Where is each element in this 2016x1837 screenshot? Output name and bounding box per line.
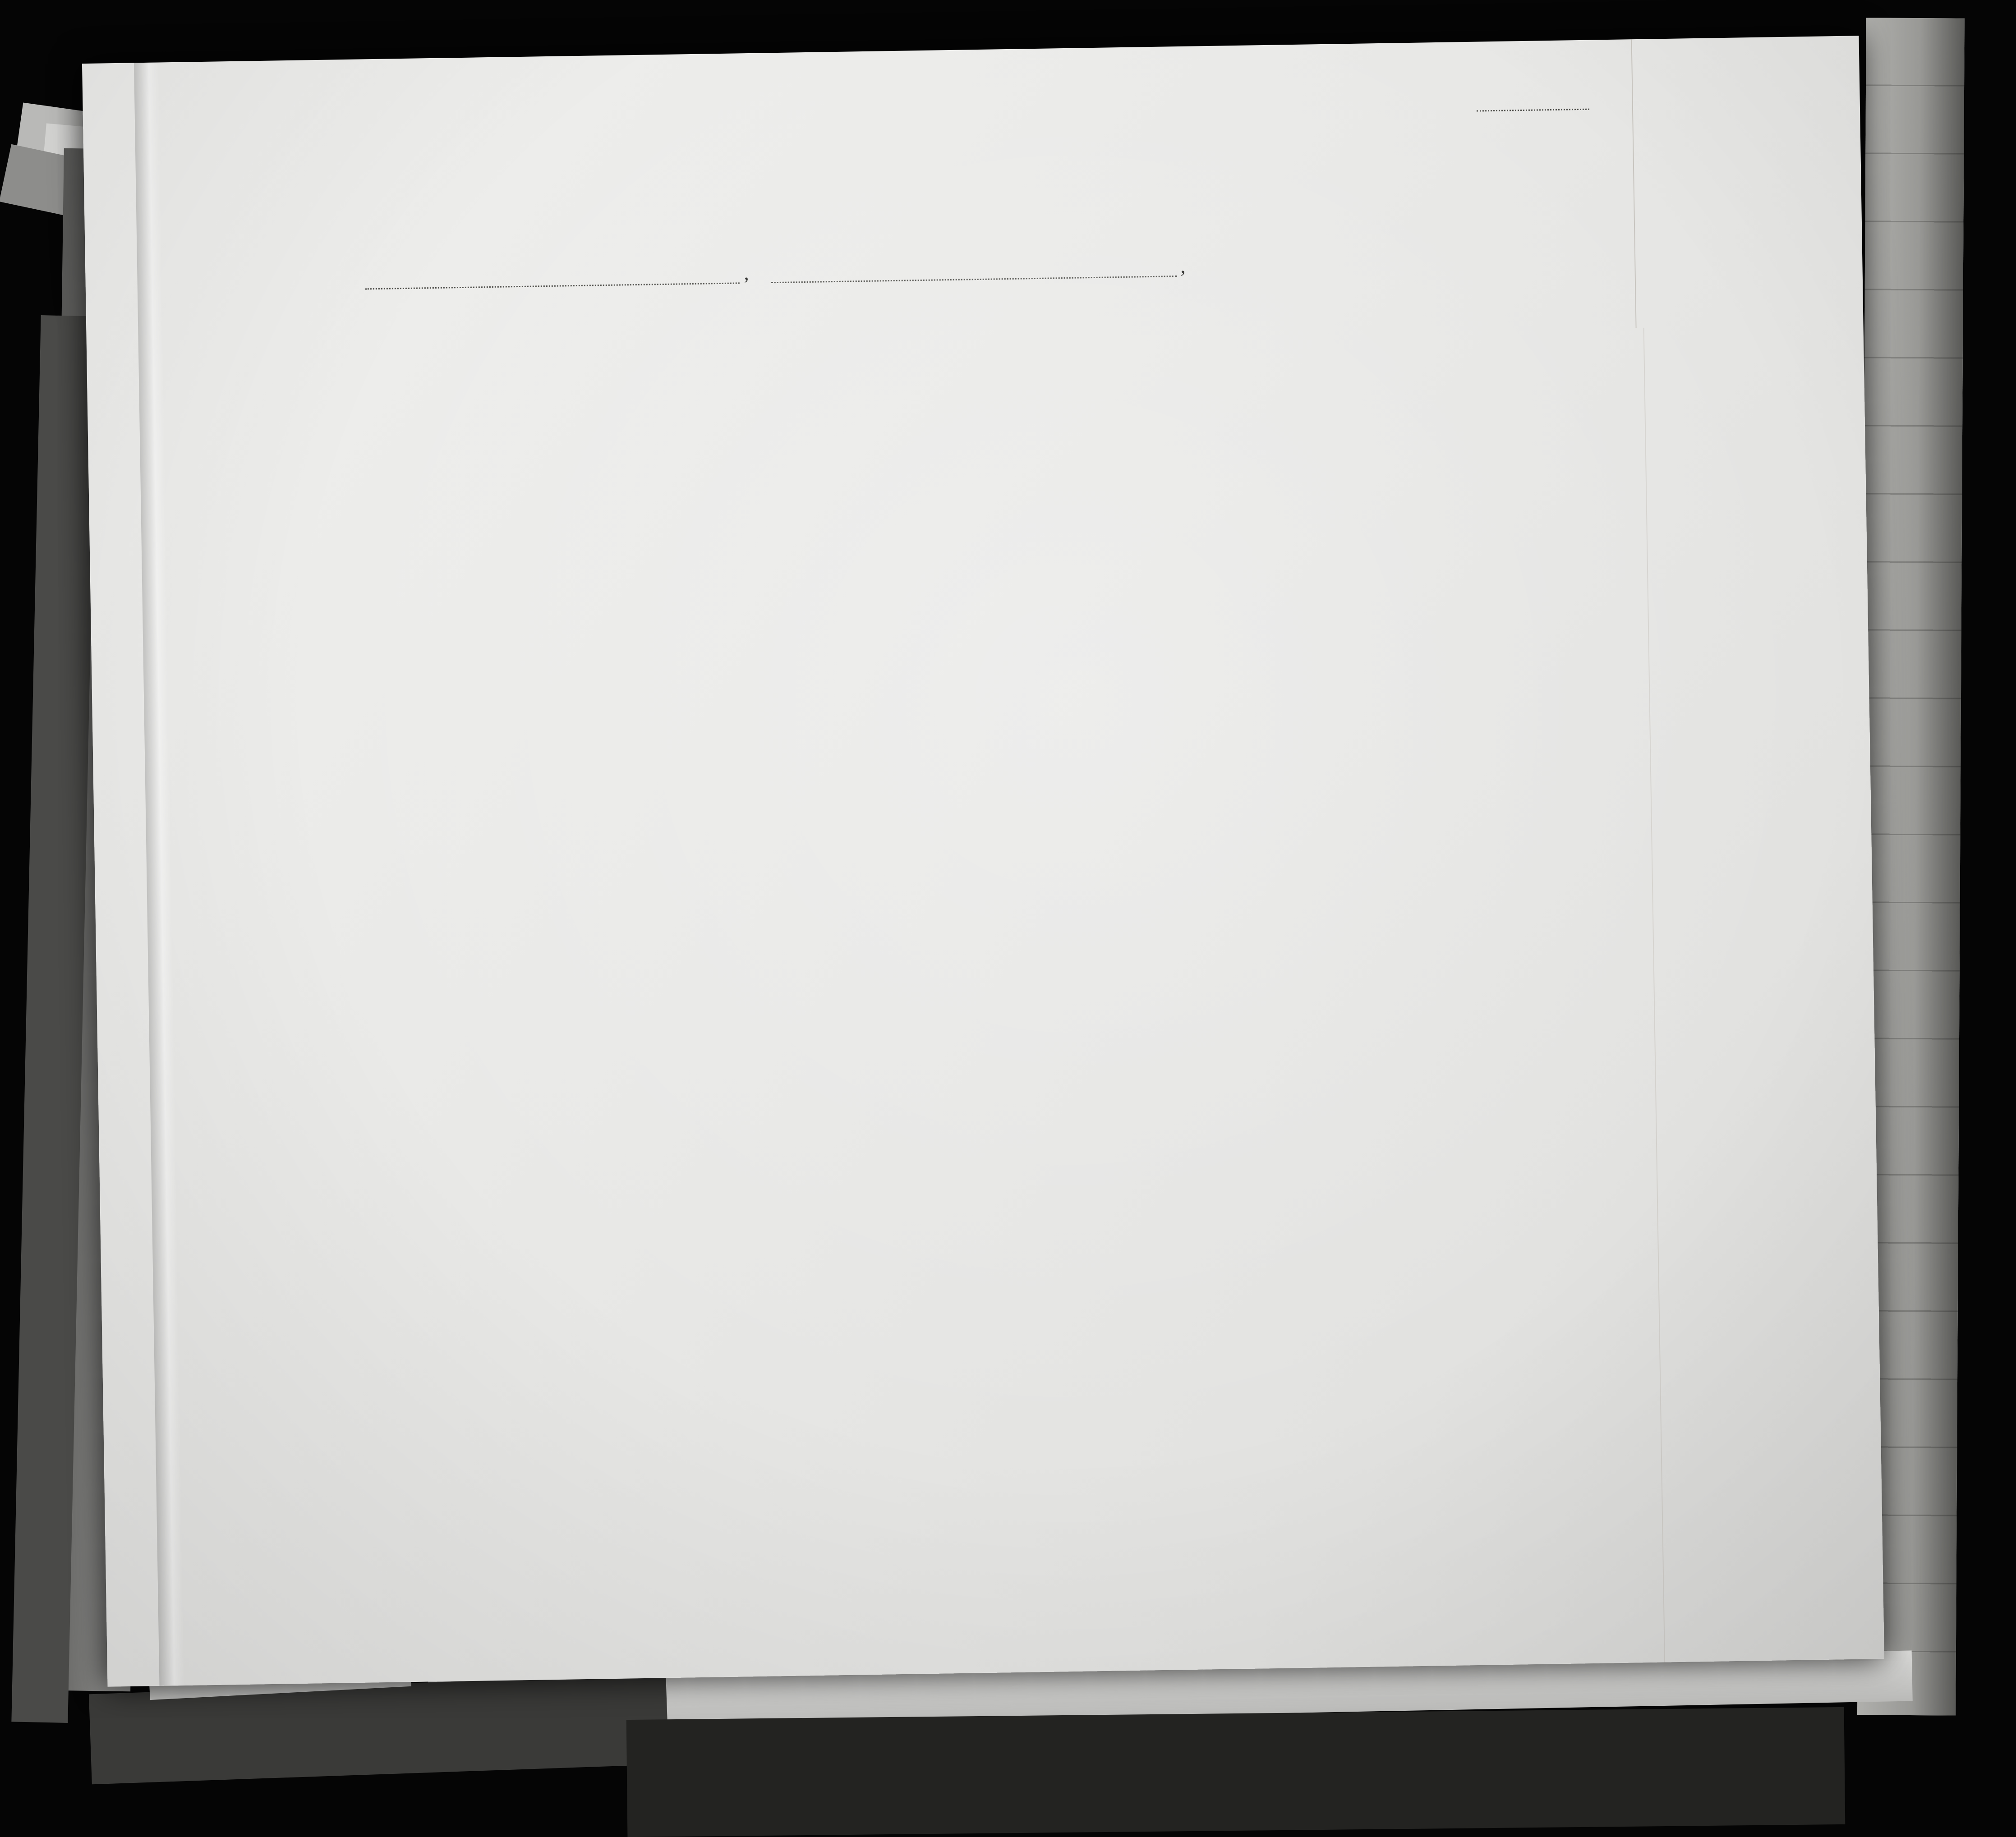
sheet-curl-highlight <box>133 62 184 1686</box>
dotted-rule <box>365 282 740 290</box>
question-24-footnote <box>82 49 1025 64</box>
handwritten-list-number <box>86 0 1855 129</box>
fold-crease <box>1643 327 1666 1662</box>
manifest-table <box>82 36 1859 64</box>
dotted-rule <box>1476 108 1589 112</box>
punch-hole <box>82 36 1859 64</box>
punch-hole <box>82 36 1859 64</box>
comma: , <box>744 262 749 285</box>
fold-crease <box>1631 39 1637 328</box>
crumpled-paper <box>626 1707 1846 1837</box>
dotted-rule <box>771 276 1177 284</box>
manifest-sheet: , , <box>82 36 1885 1687</box>
comma: , <box>1180 255 1186 277</box>
under-page-text-fragment <box>0 0 2016 18</box>
